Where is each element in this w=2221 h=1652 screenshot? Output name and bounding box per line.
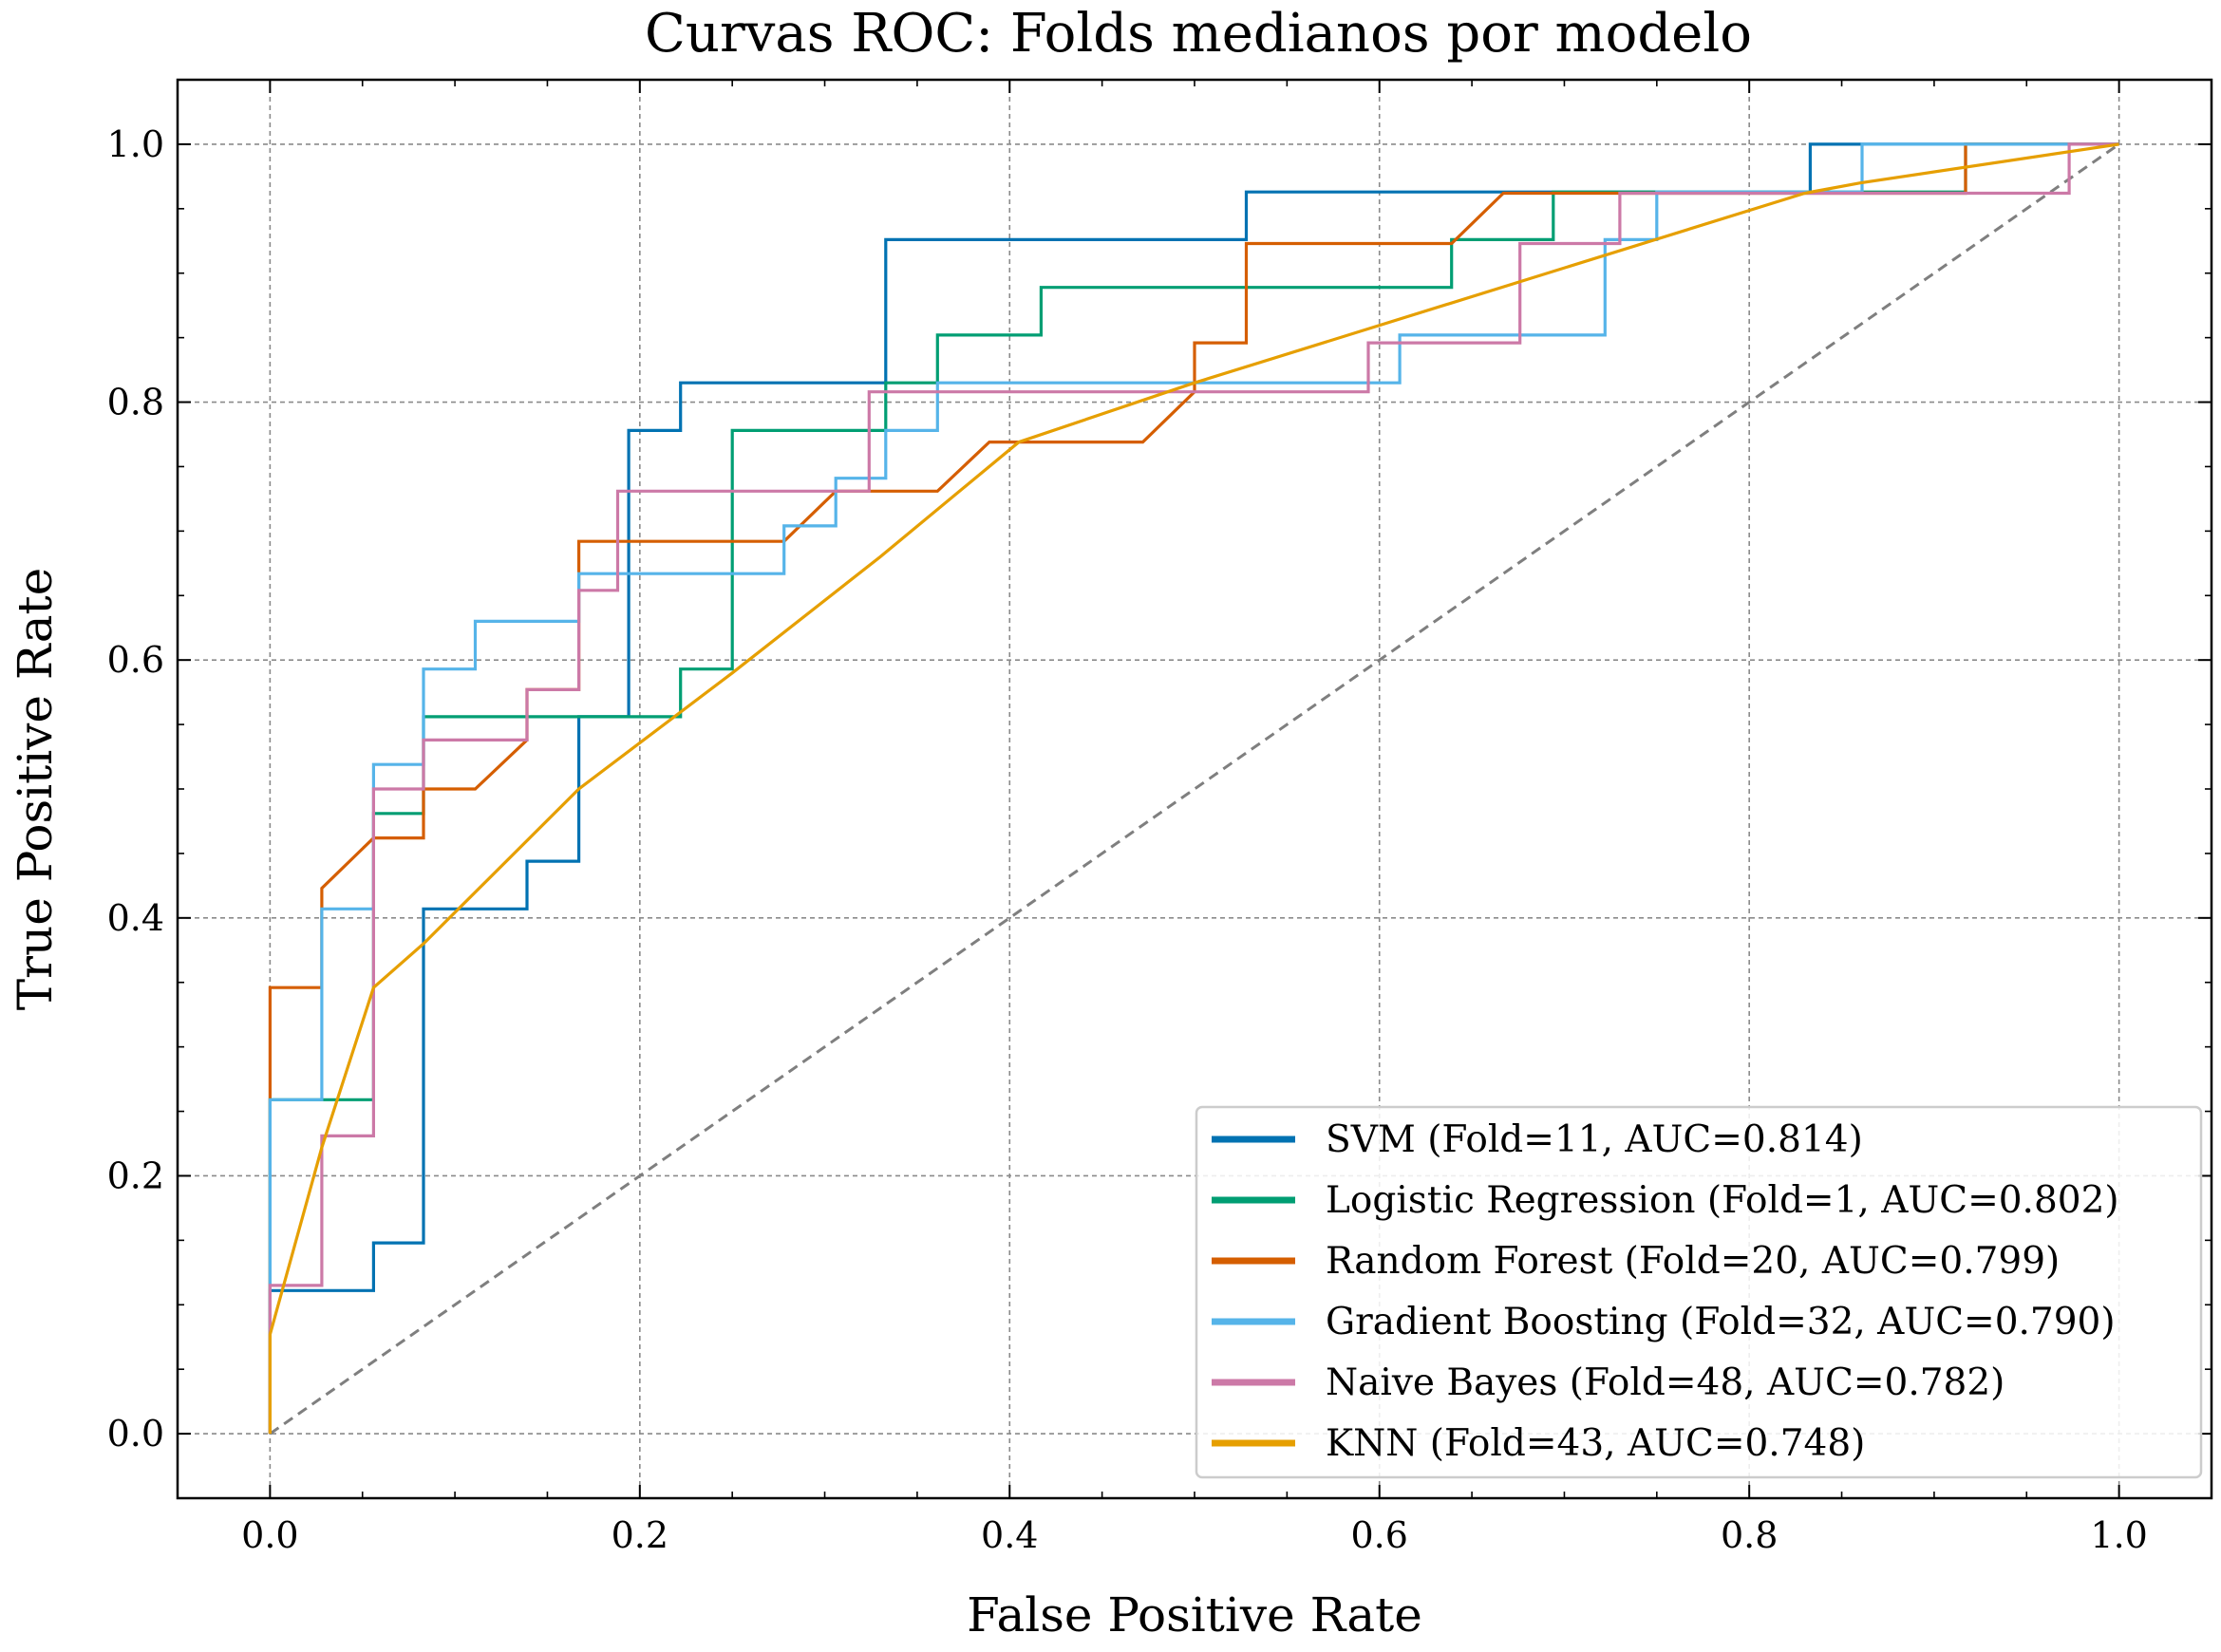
plot-frame: [176, 78, 2213, 1500]
x-tick-label: 0.0: [241, 1514, 298, 1556]
x-tick-label: 0.4: [981, 1514, 1038, 1556]
y-tick-label: 0.6: [107, 639, 164, 681]
x-tick-label: 0.2: [612, 1514, 668, 1556]
y-tick-label: 0.8: [107, 382, 164, 423]
y-axis-label: True Positive Rate: [8, 568, 63, 1010]
y-tick-label: 1.0: [107, 123, 164, 165]
roc-curve-series-4: [268, 142, 2119, 1435]
legend-entry-2: Random Forest (Fold=20, AUC=0.799): [1326, 1240, 2060, 1283]
chart-title: Curvas ROC: Folds medianos por modelo: [645, 3, 1752, 65]
roc-curve-series-2: [268, 142, 2119, 1435]
legend-entry-0: SVM (Fold=11, AUC=0.814): [1326, 1118, 1863, 1161]
x-tick-label: 1.0: [2090, 1514, 2147, 1556]
y-tick-label: 0.4: [107, 897, 164, 939]
y-tick-label: 0.0: [107, 1413, 164, 1455]
legend-entry-5: KNN (Fold=43, AUC=0.748): [1326, 1422, 1865, 1465]
legend-entry-1: Logistic Regression (Fold=1, AUC=0.802): [1326, 1179, 2119, 1222]
legend-entry-3: Gradient Boosting (Fold=32, AUC=0.790): [1326, 1301, 2116, 1343]
roc-curve-series-1: [268, 142, 2119, 1435]
x-axis-label: False Positive Rate: [967, 1587, 1422, 1643]
legend-box: [1195, 1105, 2203, 1479]
legend-entry-4: Naive Bayes (Fold=48, AUC=0.782): [1326, 1361, 2005, 1404]
y-tick-label: 0.2: [107, 1155, 164, 1196]
roc-curve-series-5: [268, 142, 2119, 1435]
roc-curves: [268, 142, 2120, 1436]
legend: SVM (Fold=11, AUC=0.814) Logistic Regress…: [1195, 1105, 2203, 1479]
x-tick-label: 0.8: [1721, 1514, 1778, 1556]
x-tick-label: 0.6: [1351, 1514, 1408, 1556]
